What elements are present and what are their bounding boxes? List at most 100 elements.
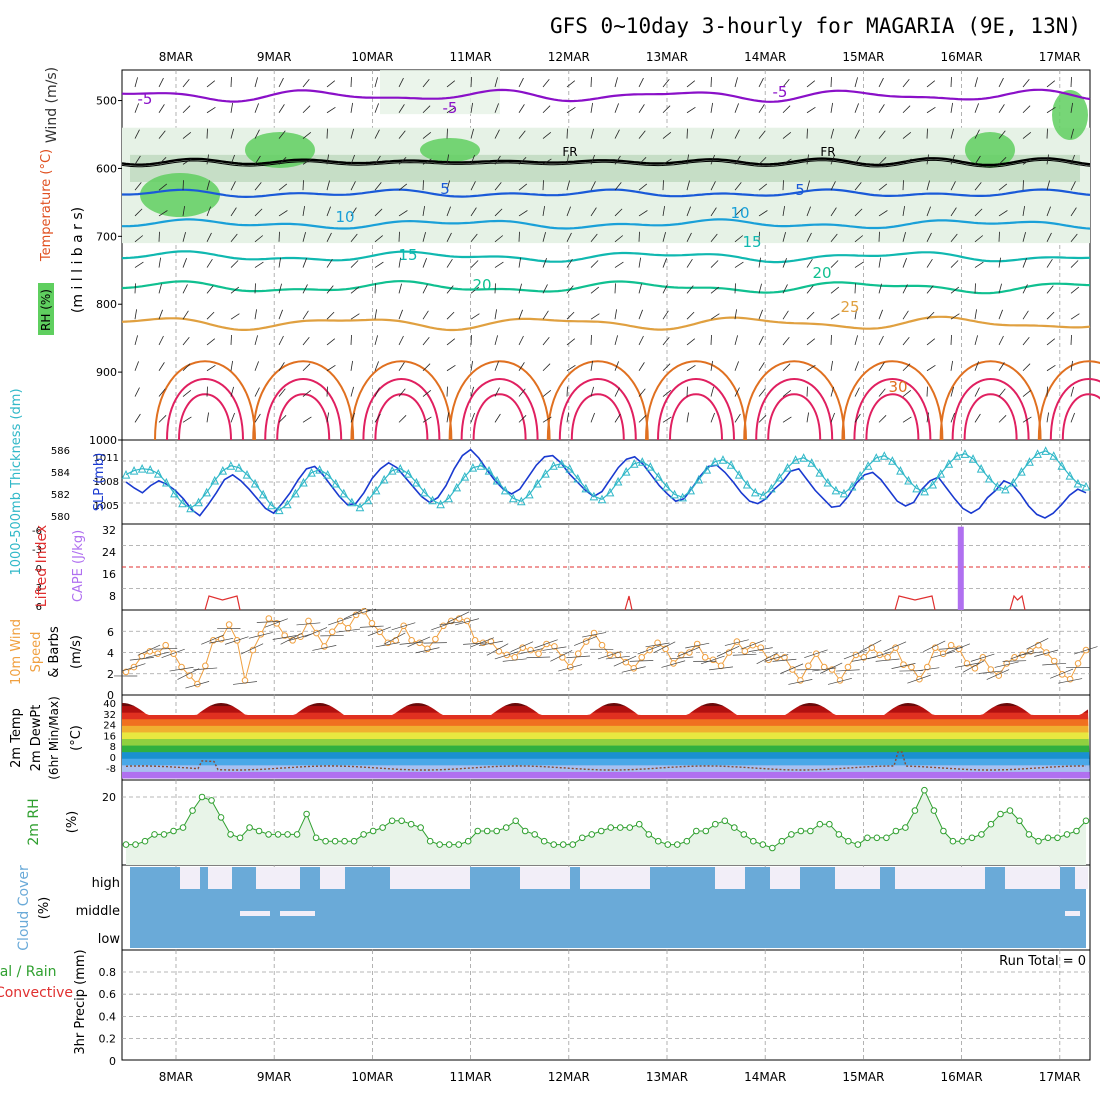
wind-barb <box>326 364 336 372</box>
contour-label: 20 <box>812 264 831 282</box>
wind-speed-marker <box>146 647 154 655</box>
rh2m-marker <box>987 820 995 828</box>
wind-barb <box>1046 412 1049 423</box>
wind-barb <box>542 206 545 217</box>
date-label-bottom: 17MAR <box>1039 1070 1081 1084</box>
wind-barb-10m <box>677 646 701 657</box>
wind-barb <box>1070 360 1073 371</box>
wind-barb-10m <box>232 681 258 685</box>
rh2m-marker <box>797 827 805 835</box>
wind-barb <box>158 362 165 371</box>
wind-barb <box>878 362 885 371</box>
wind-barb <box>590 76 592 87</box>
rh2m-ytick: 20 <box>102 791 116 804</box>
temp-color-band <box>122 731 1090 739</box>
wind-barb <box>782 258 787 268</box>
rh2m-marker <box>122 841 130 848</box>
wind-barb <box>806 232 812 242</box>
wind-barb <box>758 415 767 423</box>
cloud-level-middle: middle <box>76 904 120 919</box>
rh2m-marker <box>578 834 586 842</box>
wind-barb <box>590 233 598 243</box>
wind-barb <box>758 362 765 371</box>
wind-barb <box>686 232 692 242</box>
surface-heating-contour <box>252 360 355 441</box>
rh2m-marker <box>626 824 634 831</box>
wind-speed-marker <box>805 662 812 670</box>
cloud-gap-middle <box>240 911 270 916</box>
wind-barb <box>614 261 624 268</box>
slp-marker <box>541 468 550 478</box>
slp-marker <box>137 464 147 473</box>
wind-barb <box>254 387 260 397</box>
cloud-gap-high <box>930 867 985 889</box>
wind-barb <box>686 154 689 165</box>
wind-barb <box>734 387 740 397</box>
wind-barb <box>806 80 816 88</box>
wind-barb <box>734 361 739 371</box>
precip-ytick: 0 <box>109 1055 116 1068</box>
thickness-label: 1000-500mb Thickness (dm) <box>9 388 24 575</box>
surface-heating-contour <box>743 360 846 441</box>
slp-marker <box>420 487 429 497</box>
wind-barb <box>350 233 358 243</box>
rh2m-marker <box>673 841 681 848</box>
wind-barb-10m <box>391 622 416 631</box>
wind-barb <box>158 415 167 423</box>
wind-barb <box>806 338 816 346</box>
wind-speed-marker <box>225 621 233 628</box>
wind-speed-marker <box>408 637 415 644</box>
wind-barb <box>422 416 432 423</box>
slp-marker <box>234 463 244 472</box>
wind-barb <box>422 105 431 114</box>
wind-barb <box>902 105 911 114</box>
wind-barb <box>470 412 475 423</box>
wind-barb-10m <box>621 666 646 673</box>
wind-barb <box>614 309 617 320</box>
wind-barb <box>638 362 645 371</box>
wind-barb <box>926 180 930 191</box>
wind-barb <box>974 387 980 397</box>
precip-ytick: 0.4 <box>99 1010 117 1023</box>
wind-speed-marker <box>392 637 400 644</box>
upper-label-rh: RH (%) <box>39 289 53 331</box>
wind-barb-10m <box>526 656 551 659</box>
cloud-gap-high <box>895 867 930 889</box>
wind-barb <box>806 128 808 139</box>
wind-barb <box>254 413 261 423</box>
wind-barb <box>518 183 528 191</box>
slp-marker <box>1033 449 1042 458</box>
rh2m-marker <box>284 831 291 838</box>
wind-speed-marker <box>551 643 558 650</box>
wind-barb <box>374 413 381 423</box>
freezing-level-line-b <box>121 159 1091 168</box>
slp-marker <box>1001 484 1010 494</box>
wind-barb <box>542 158 552 165</box>
wind-barb <box>1022 284 1028 294</box>
wind-barb <box>998 77 1004 88</box>
wind-speed-marker <box>924 663 931 671</box>
wind-barb <box>206 285 214 294</box>
wind-barb <box>422 363 431 372</box>
wind-barb-10m <box>931 651 956 659</box>
wind-barb <box>254 208 263 217</box>
wind-barb <box>734 235 744 243</box>
wind-speed-marker <box>400 622 407 630</box>
wind-barb <box>590 102 593 113</box>
surface-heating-contour <box>657 378 735 441</box>
date-label-top: 17MAR <box>1039 50 1081 64</box>
wind-barb <box>158 257 161 268</box>
wind-barb <box>758 210 768 217</box>
wind-barb <box>350 313 360 320</box>
wind-barb <box>230 128 234 139</box>
wind-barb <box>638 257 641 268</box>
wind-speed-marker <box>757 644 765 651</box>
rh-high-blob <box>420 138 480 162</box>
surface-heating-contour <box>645 360 747 441</box>
wind-barb <box>758 231 760 242</box>
wind-ytick: 2 <box>107 668 114 681</box>
wind-barb <box>926 154 929 165</box>
wind-barb <box>182 363 191 372</box>
slp-marker <box>444 493 453 503</box>
rh-high-blob <box>1052 90 1088 140</box>
